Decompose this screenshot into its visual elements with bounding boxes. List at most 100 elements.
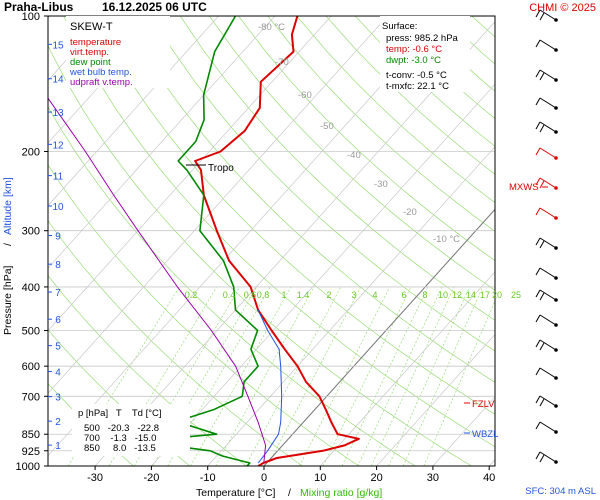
altitude-tick-label: 1 — [55, 441, 61, 452]
table-row-850: 850 8.0 -13.5 — [84, 443, 156, 454]
mixing-ratio-line — [215, 286, 315, 466]
credit: CHMI © 2025 — [529, 2, 596, 14]
mixing-ratio-line — [267, 286, 362, 466]
mixing-ratio-line — [322, 286, 412, 466]
legend-bg — [66, 16, 170, 88]
axis-layer: -80 °C-70-60-50-40-30-20-10 °C0.2 0.4 0.6 0… — [16, 11, 521, 484]
isotherm-label: -50 — [320, 121, 334, 132]
series-line-udpraft-v-temp — [48, 97, 267, 464]
series-line-wet-bulb-temp — [257, 309, 283, 464]
altitude-tick-label: 11 — [53, 172, 64, 183]
isotherm — [376, 333, 495, 466]
altitude-tick-label: 14 — [52, 75, 64, 86]
wind-barb-icon — [535, 339, 558, 352]
altitude-tick-label: 7 — [55, 288, 61, 299]
dry-adiabat — [501, 16, 600, 466]
mixing-ratio-line — [402, 286, 484, 466]
mixing-ratio-line — [370, 286, 455, 466]
mixing-ratio-label: 0.6 — [244, 290, 257, 300]
isotherm — [48, 16, 388, 394]
wind-barb-icon — [535, 451, 558, 464]
dry-adiabat — [92, 16, 495, 415]
table-bg — [72, 404, 190, 456]
tropo-label: Tropo — [208, 163, 234, 174]
mixing-ratio-label: 25 — [511, 290, 521, 300]
surface-dwpt: dwpt: -3.0 °C — [386, 55, 441, 66]
isotherm — [320, 271, 495, 466]
zero-isotherm — [263, 208, 495, 466]
mixing-ratio-label: 10 — [438, 290, 448, 300]
fzlv-label: FZLV — [472, 399, 495, 410]
dry-adiabat — [121, 16, 495, 383]
altitude-tick-label: 5 — [55, 342, 61, 353]
mixing-ratio-line — [423, 300, 495, 466]
isotherm-label: -70 — [275, 57, 289, 68]
temperature-tick-label: -30 — [87, 472, 103, 484]
surface-tconv: t-conv: -0.5 °C — [386, 70, 447, 81]
pressure-tick-label: 500 — [22, 326, 40, 338]
plot-frame — [47, 15, 496, 467]
isotherm — [207, 146, 495, 466]
mixing-ratio-label: 0.8 — [257, 290, 270, 300]
pressure-tick-label: 200 — [22, 146, 40, 158]
y-axis-label-2: Altitude [km] — [2, 177, 14, 235]
station-name: Praha-Libus — [4, 0, 74, 14]
temperature-tick-label: -20 — [143, 472, 159, 484]
altitude-tick-label: 4 — [55, 367, 61, 378]
series-line-temperature — [194, 16, 360, 466]
wind-barb-icon — [535, 147, 558, 160]
wind-barb-icon — [535, 9, 558, 22]
altitude-tick-label: 8 — [55, 260, 61, 271]
mixing-ratio-line — [357, 286, 443, 466]
temperature-tick-label: 30 — [427, 472, 439, 484]
table-header: p [hPa] T Td [°C] — [78, 408, 162, 419]
dry-adiabat — [150, 16, 495, 352]
wbzl-label: WBZL — [472, 429, 498, 440]
mxws-label: MXWS — [509, 182, 539, 193]
mixing-ratio-line — [133, 286, 241, 466]
sfc-label: SFC: 304 m ASL — [525, 486, 596, 497]
wind-barb-icon — [535, 267, 558, 280]
wind-barb-icon — [535, 207, 558, 220]
mixing-ratio-label: 4 — [372, 290, 377, 300]
wind-barb-icon — [535, 314, 558, 327]
series-line-dew-point — [163, 16, 259, 466]
temperature-tick-label: 10 — [314, 472, 326, 484]
isotherm-label: -80 °C — [258, 22, 285, 33]
altitude-tick-label: 13 — [52, 108, 64, 119]
legend-dew-point: dew point — [70, 57, 111, 68]
table-row-700: 700 -1.3 -15.0 — [84, 433, 156, 444]
isotherm-label: -30 — [374, 179, 388, 190]
wind-barb-icon — [535, 121, 558, 134]
legend-updraft: udpraft v.temp. — [70, 77, 133, 88]
mixing-ratio-label: 12 — [452, 290, 462, 300]
isotherm — [48, 16, 163, 144]
temperature-tick-label: -10 — [200, 472, 216, 484]
dry-adiabat — [238, 16, 495, 262]
wind-barb-icon — [535, 421, 558, 434]
dry-adiabat — [267, 16, 495, 232]
surface-bg — [380, 16, 470, 92]
mixing-ratio-label: 0.4 — [223, 290, 236, 300]
mixing-ratio-label: 17 — [480, 290, 490, 300]
pressure-tick-label: 1000 — [16, 461, 40, 473]
dry-adiabat — [296, 16, 495, 204]
legend-wet-bulb: wet bulb temp. — [69, 67, 132, 78]
mixing-ratio-label: 20 — [492, 290, 502, 300]
altitude-tick-label: 2 — [55, 417, 61, 428]
altitude-tick-label: 10 — [52, 202, 64, 213]
wind-barbs — [535, 9, 558, 464]
datetime: 16.12.2025 06 UTC — [102, 0, 207, 14]
isotherm-label: -20 — [403, 207, 417, 218]
mixing-ratio-label: 14 — [466, 290, 476, 300]
pressure-tick-label: 925 — [22, 446, 40, 458]
mixing-ratio-line — [67, 286, 180, 466]
altitude-tick-label: 15 — [52, 40, 64, 51]
pressure-tick-label: 400 — [22, 282, 40, 294]
isotherm — [48, 16, 332, 332]
altitude-tick-label: 3 — [55, 393, 61, 404]
wind-barb-icon — [535, 237, 558, 250]
wind-barb-icon — [535, 395, 558, 408]
temperature-tick-label: 20 — [370, 472, 382, 484]
legend-temperature: temperature — [70, 37, 121, 48]
